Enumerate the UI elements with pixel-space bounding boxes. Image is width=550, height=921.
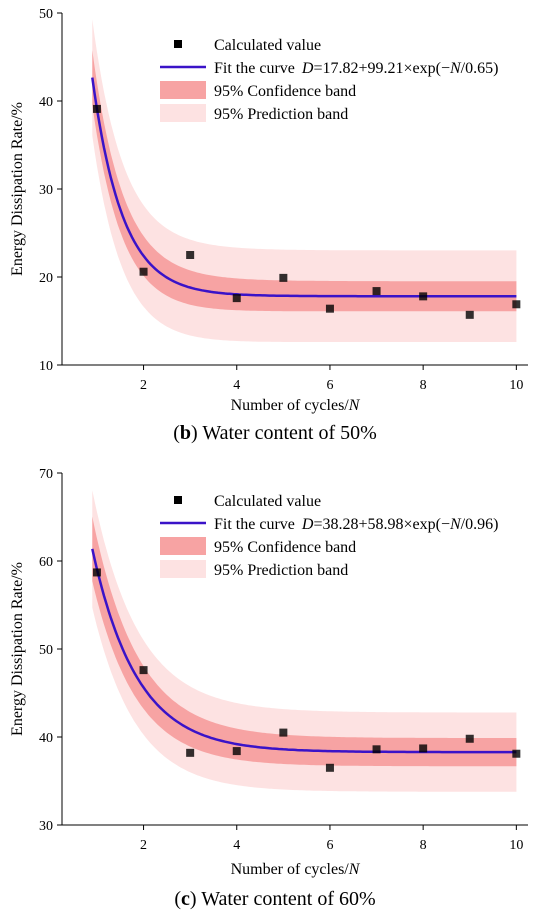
data-point-c-2 [139, 666, 148, 675]
y-axis-label-b: Energy Dissipation Rate/% [9, 102, 26, 276]
chart-c: 2 4 6 8 10 30 40 50 60 70 Number of cycles/N Energy… [9, 467, 528, 878]
y-tick-label-b-50: 50 [39, 7, 53, 22]
x-tick-label-b-10: 10 [509, 378, 523, 393]
caption-c: (c) Water content of 60% [0, 888, 550, 911]
y-axis-label-c: Energy Dissipation Rate/% [9, 562, 26, 736]
fit-curve-c [91, 548, 517, 754]
x-tick-label-b-4: 4 [233, 378, 240, 393]
y-tick-label-c-40: 40 [39, 731, 53, 746]
legend-points-label-c: Calculated value [214, 493, 321, 510]
x-axis-label-var-c: N [348, 861, 361, 878]
y-tick-label-c-30: 30 [39, 819, 53, 834]
caption-c-letter: c [181, 888, 190, 910]
y-tick-label-c-50: 50 [39, 643, 53, 658]
data-point-c-10 [512, 749, 521, 758]
caption-c-prefix: ( [174, 888, 182, 910]
chart-b: 2 4 6 8 10 10 20 30 40 50 Number of cycles/N Energy… [9, 7, 528, 414]
y-tick-label-c-60: 60 [39, 555, 53, 570]
y-tick-label-b-10: 10 [39, 359, 53, 374]
legend-equation-var2-c: N [449, 516, 462, 533]
y-tick-label-b-30: 30 [39, 183, 53, 198]
caption-b-letter: b [179, 422, 192, 444]
legend-equation-body-b: =17.82+99.21×exp(− [313, 60, 450, 77]
x-tick-label-b-6: 6 [326, 378, 333, 393]
legend-prediction-swatch-c [160, 560, 206, 578]
fit-curve-b [91, 77, 517, 298]
data-point-b-6 [325, 304, 334, 313]
legend-equation-body-c: =38.28+58.98×exp(− [313, 516, 450, 533]
x-tick-label-c-8: 8 [420, 838, 427, 853]
caption-c-text: ) Water content of 60% [189, 888, 376, 910]
data-point-c-8 [419, 744, 428, 753]
data-point-c-6 [325, 763, 334, 772]
legend-prediction-label-b: 95% Prediction band [214, 106, 348, 123]
data-point-b-5 [279, 273, 288, 282]
data-point-b-2 [139, 267, 148, 276]
legend-fit-label-c: Fit the curve D=38.28+58.98×exp(−N/0.96) [214, 516, 498, 533]
x-tick-label-b-8: 8 [420, 378, 427, 393]
x-tick-label-c-4: 4 [233, 838, 240, 853]
data-point-c-1 [92, 568, 101, 577]
x-axis-label-text-c: Number of cycles/ [231, 861, 350, 878]
legend-point-swatch-b [174, 40, 182, 48]
x-axis-label-b: Number of cycles/N [231, 397, 361, 414]
chart-panel-c: 2 4 6 8 10 30 40 50 60 70 Number of cycles/N Energy… [0, 460, 550, 921]
x-tick-label-c-10: 10 [509, 838, 523, 853]
data-point-b-4 [232, 294, 241, 303]
legend-equation-tail-b: /0.65) [461, 60, 499, 77]
data-point-b-8 [419, 292, 428, 301]
legend-confidence-label-b: 95% Confidence band [214, 83, 356, 100]
y-tick-label-c-70: 70 [39, 467, 53, 482]
legend-confidence-label-c: 95% Confidence band [214, 539, 356, 556]
data-point-c-5 [279, 728, 288, 737]
prediction-band-c [92, 490, 517, 792]
legend-equation-var2-b: N [449, 60, 462, 77]
x-tick-label-c-2: 2 [140, 838, 147, 853]
x-axis-label-text-b: Number of cycles/ [231, 397, 350, 414]
data-point-c-3 [186, 748, 195, 757]
data-point-b-3 [186, 251, 195, 259]
data-point-b-7 [372, 287, 381, 296]
legend-fit-text-c: Fit the curve [214, 516, 295, 533]
caption-b-prefix: ( [173, 422, 180, 444]
x-axis-label-var-b: N [348, 397, 361, 414]
confidence-band-c [92, 516, 517, 767]
caption-b: (b) Water content of 50% [0, 422, 550, 445]
data-point-c-7 [372, 745, 381, 754]
legend-prediction-swatch-b [160, 104, 206, 122]
legend-confidence-swatch-b [160, 81, 206, 99]
caption-b-text: ) Water content of 50% [191, 422, 377, 444]
legend-confidence-swatch-c [160, 537, 206, 555]
legend-equation-var-c: D [301, 516, 314, 533]
data-point-b-10 [512, 300, 521, 309]
legend-prediction-label-c: 95% Prediction band [214, 562, 348, 579]
legend-fit-label-b: Fit the curve D=17.82+99.21×exp(−N/0.65) [214, 60, 498, 77]
x-tick-label-b-2: 2 [140, 378, 147, 393]
data-point-b-9 [465, 310, 474, 319]
confidence-band-b [92, 50, 517, 312]
legend-points-label-b: Calculated value [214, 37, 321, 54]
y-tick-label-b-40: 40 [39, 95, 53, 110]
data-point-c-4 [232, 747, 241, 756]
legend-fit-text-b: Fit the curve [214, 60, 295, 77]
x-axis-label-c: Number of cycles/N [231, 861, 361, 878]
chart-panel-b: 2 4 6 8 10 10 20 30 40 50 Number of cycles/N Energy… [0, 0, 550, 460]
legend-equation-var-b: D [301, 60, 314, 77]
legend-point-swatch-c [174, 496, 182, 504]
x-tick-label-c-6: 6 [326, 838, 333, 853]
data-point-b-1 [92, 104, 101, 113]
prediction-band-b [92, 19, 517, 343]
legend-equation-tail-c: /0.96) [461, 516, 499, 533]
y-tick-label-b-20: 20 [39, 271, 53, 286]
data-point-c-9 [465, 734, 474, 743]
